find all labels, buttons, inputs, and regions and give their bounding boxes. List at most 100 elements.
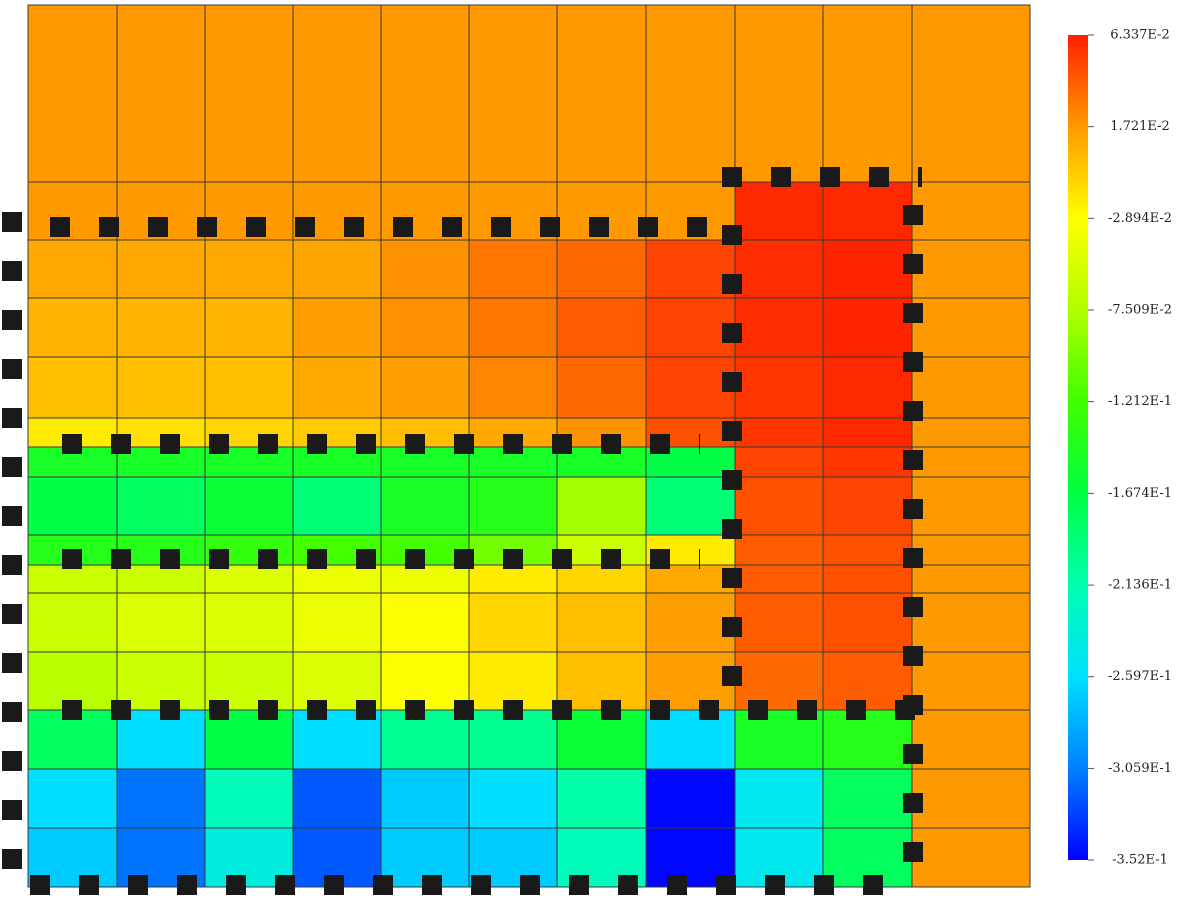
heatmap-cell [116, 297, 206, 358]
heatmap-cell [556, 592, 647, 653]
heatmap-cell [734, 446, 824, 478]
heatmap-cell [911, 356, 1031, 419]
heatmap-cell [911, 709, 1031, 770]
heatmap-cell [734, 534, 824, 566]
heatmap-cell [292, 476, 382, 536]
colorbar-tick-label: 1.721E-2 [1110, 119, 1170, 134]
colorbar-tick-label: -3.52E-1 [1112, 853, 1168, 868]
heatmap-cell [911, 476, 1031, 536]
heatmap-cell [734, 768, 824, 829]
heatmap-cell [822, 181, 913, 241]
heatmap-cell [116, 4, 206, 183]
heatmap-cell [911, 827, 1031, 888]
heatmap-cell [204, 239, 294, 299]
heatmap-cell [468, 476, 558, 536]
heatmap-cell [380, 239, 470, 299]
heatmap-cell [116, 564, 206, 594]
heatmap-cell [822, 564, 913, 594]
heatmap-cell [911, 181, 1031, 241]
heatmap-cell [380, 768, 470, 829]
heatmap-cell [116, 356, 206, 419]
heatmap-cell [911, 768, 1031, 829]
heatmap-cell [911, 592, 1031, 653]
heatmap-cell [27, 476, 118, 536]
colorbar-tick-label: -2.136E-1 [1108, 578, 1172, 593]
heatmap-cell [645, 476, 736, 536]
heatmap-cell [292, 592, 382, 653]
heatmap-cell [911, 239, 1031, 299]
heatmap-cell [645, 592, 736, 653]
heatmap-cell [645, 356, 736, 419]
heatmap-cell [116, 768, 206, 829]
heatmap-cell [645, 239, 736, 299]
heatmap-cell [204, 564, 294, 594]
heatmap-cell [116, 239, 206, 299]
heatmap-cell [380, 356, 470, 419]
heatmap-cell [734, 592, 824, 653]
heatmap-cell [204, 768, 294, 829]
heatmap-cell [645, 827, 736, 888]
heatmap-cell [911, 564, 1031, 594]
colorbar-tick-label: -3.059E-1 [1108, 761, 1172, 776]
heatmap-cell [911, 651, 1031, 711]
heatmap-cell [911, 297, 1031, 358]
heatmap-cell [556, 768, 647, 829]
heatmap-cell [380, 4, 470, 183]
heatmap-cell [556, 297, 647, 358]
heatmap-cell [911, 417, 1031, 448]
heatmap-cell [292, 356, 382, 419]
colorbar-tick-label: -7.509E-2 [1108, 303, 1172, 318]
colorbar-tick-label: 6.337E-2 [1110, 28, 1170, 43]
heatmap-cell [292, 297, 382, 358]
heatmap-cell [27, 297, 118, 358]
heatmap-cell [822, 417, 913, 448]
heatmap-cell [734, 417, 824, 448]
heatmap-cell [822, 4, 913, 183]
heatmap-cell [645, 297, 736, 358]
heatmap-cell [734, 181, 824, 241]
heatmap-cell [556, 564, 647, 594]
heatmap-cell [468, 356, 558, 419]
heatmap-cell [822, 297, 913, 358]
heatmap-cell [27, 239, 118, 299]
heatmap-cell [380, 564, 470, 594]
heatmap-cell [645, 564, 736, 594]
heatmap-cell [468, 4, 558, 183]
heatmap-cell [27, 446, 118, 478]
heatmap-cell [734, 239, 824, 299]
heatmap-cell [292, 239, 382, 299]
heatmap-cell [204, 356, 294, 419]
heatmap-cell [911, 446, 1031, 478]
heatmap-cell [292, 564, 382, 594]
heatmap-cell [734, 356, 824, 419]
heatmap-cell [27, 592, 118, 653]
heatmap-cell [822, 476, 913, 536]
heatmap-cell [734, 297, 824, 358]
heatmap-cell [822, 592, 913, 653]
heatmap-cell [822, 768, 913, 829]
heatmap-cell [822, 446, 913, 478]
heatmap-cell [468, 564, 558, 594]
heatmap-cell [468, 592, 558, 653]
colorbar [1068, 35, 1088, 860]
heatmap-cell [734, 564, 824, 594]
heatmap-cell [292, 768, 382, 829]
heatmap-cell [27, 564, 118, 594]
heatmap-cell [556, 4, 647, 183]
heatmap-cell [380, 476, 470, 536]
heatmap-cell [556, 356, 647, 419]
heatmap-cell [204, 297, 294, 358]
colorbar-tick-label: -2.894E-2 [1108, 211, 1172, 226]
heatmap-cell [911, 534, 1031, 566]
heatmap-cell [468, 239, 558, 299]
heatmap-cell [734, 476, 824, 536]
heatmap-cell [292, 4, 382, 183]
heatmap-cell [27, 768, 118, 829]
colorbar-tick-label: -1.674E-1 [1108, 486, 1172, 501]
heatmap-cell [27, 4, 118, 183]
heatmap-cell [27, 356, 118, 419]
heatmap-cell [204, 4, 294, 183]
heatmap-cell [556, 476, 647, 536]
highlight-boxes [2, 167, 923, 895]
